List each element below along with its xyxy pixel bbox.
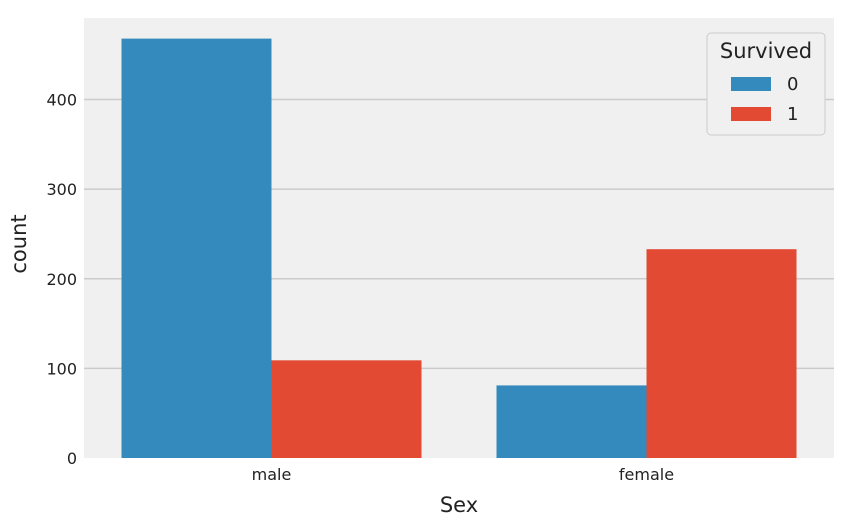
legend-swatch-0 [731, 77, 771, 91]
y-tick-label: 100 [46, 359, 77, 378]
bar-male-survived-1 [271, 360, 422, 458]
legend-label-0: 0 [787, 74, 798, 95]
y-tick-label: 400 [46, 91, 77, 110]
y-tick-label: 200 [46, 270, 77, 289]
bar-female-survived-0 [496, 385, 647, 458]
bar-female-survived-1 [646, 249, 797, 458]
x-tick-label: female [619, 465, 674, 484]
x-tick-label: male [252, 465, 292, 484]
y-tick-label: 300 [46, 180, 77, 199]
x-axis-label: Sex [440, 493, 478, 517]
x-tick-labels: male female [252, 465, 674, 484]
bar-male-survived-0 [121, 38, 272, 459]
y-tick-label: 0 [67, 449, 77, 468]
y-tick-labels: 0 100 200 300 400 [46, 91, 77, 468]
legend-label-1: 1 [787, 104, 798, 125]
legend-swatch-1 [731, 107, 771, 121]
legend-title: Survived [720, 39, 812, 63]
bars [121, 38, 797, 459]
y-axis-label: count [7, 214, 31, 273]
legend: Survived 0 1 [706, 32, 826, 136]
